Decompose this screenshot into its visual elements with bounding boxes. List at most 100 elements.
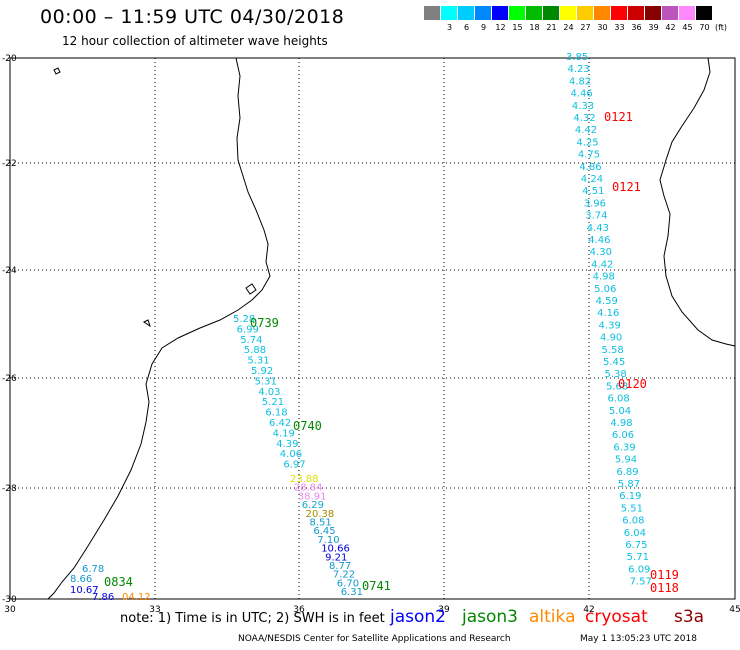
wave-height-value: 04.12 <box>122 592 151 603</box>
wave-height-value: 4.98 <box>593 272 615 283</box>
wave-height-value: 5.51 <box>621 503 643 514</box>
wave-height-value: 6.39 <box>613 442 635 453</box>
legend-cryosat: cryosat <box>585 607 648 627</box>
wave-height-value: 6.29 <box>302 500 324 511</box>
wave-height-value: 20.38 <box>306 509 335 520</box>
pass-time-label: 0739 <box>250 316 279 330</box>
wave-height-value: 6.89 <box>616 467 638 478</box>
wave-height-value: 6.04 <box>624 528 646 539</box>
scale-swatch <box>492 6 509 20</box>
scale-swatch <box>560 6 577 20</box>
wave-height-value: 4.90 <box>600 333 622 344</box>
wave-height-value: 5.71 <box>627 552 649 563</box>
map-title: 00:00 – 11:59 UTC 04/30/2018 <box>40 6 345 28</box>
coast-island <box>53 67 61 75</box>
wave-height-value: 6.97 <box>283 460 305 471</box>
footer-credit: NOAA/NESDIS Center for Satellite Applica… <box>238 634 511 644</box>
wave-height-value: 6.31 <box>341 587 363 598</box>
wave-height-value: 7.86 <box>92 592 114 603</box>
scale-swatch <box>679 6 696 20</box>
wave-height-value: 6.42 <box>269 418 291 429</box>
wave-height-value: 6.45 <box>313 526 335 537</box>
legend-jason3: jason3 <box>462 607 518 627</box>
pass-time-label: 0121 <box>612 180 641 194</box>
wave-height-value: 4.82 <box>569 76 591 87</box>
lat-tick-label: -30 <box>2 595 17 605</box>
coast-island <box>245 283 257 295</box>
scale-unit: (ft) <box>715 23 728 32</box>
wave-height-value: 4.23 <box>567 64 589 75</box>
scale-swatch <box>458 6 475 20</box>
scale-tick-label: 15 <box>512 23 523 32</box>
coast-island <box>143 319 151 328</box>
lon-tick-label: 33 <box>149 605 160 615</box>
wave-height-value: 8.77 <box>329 561 351 572</box>
wave-height-value: 4.32 <box>573 113 595 124</box>
wave-height-value: 4.42 <box>591 259 613 270</box>
scale-swatch <box>611 6 628 20</box>
lat-tick-label: -20 <box>2 54 17 64</box>
wave-height-value: 6.75 <box>625 540 647 551</box>
lon-tick-label: 36 <box>293 605 305 615</box>
wave-height-value: 4.16 <box>597 308 619 319</box>
wave-height-value: 5.45 <box>603 357 625 368</box>
west-coastline <box>47 57 271 600</box>
scale-swatch <box>662 6 679 20</box>
wave-height-value: 3.96 <box>584 198 606 209</box>
wave-height-value: 23.88 <box>290 474 319 485</box>
wave-height-value: 5.94 <box>615 455 637 466</box>
scale-swatch <box>594 6 611 20</box>
wave-height-value: 6.08 <box>607 394 629 405</box>
wave-height-value: 4.98 <box>610 418 632 429</box>
lon-tick-label: 42 <box>583 605 594 615</box>
wave-height-value: 3.85 <box>566 52 588 63</box>
wave-height-value: 6.08 <box>622 516 644 527</box>
scale-swatch <box>645 6 662 20</box>
wave-height-value: 4.86 <box>579 162 601 173</box>
lat-tick-label: -22 <box>2 159 17 169</box>
wave-height-value: 4.06 <box>280 449 302 460</box>
wave-height-value: 5.38 <box>604 369 626 380</box>
lat-tick-label: -28 <box>2 484 17 494</box>
scale-swatch <box>577 6 594 20</box>
scale-tick-label: 45 <box>682 23 693 32</box>
wave-height-value: 38.91 <box>298 491 327 502</box>
wave-height-value: 4.19 <box>273 428 295 439</box>
lat-tick-label: -24 <box>2 266 17 276</box>
wave-height-value: 8.66 <box>70 574 92 585</box>
wave-height-value: 5.68 <box>606 381 628 392</box>
wave-height-value: 4.24 <box>581 174 603 185</box>
scale-swatch <box>441 6 458 20</box>
wave-height-value: 5.58 <box>602 345 624 356</box>
legend-s3a: s3a <box>674 607 705 627</box>
scale-tick-label: 24 <box>563 23 574 32</box>
scale-tick-label: 42 <box>665 23 676 32</box>
wave-height-value: 5.74 <box>240 335 262 346</box>
pass-time-label: 0121 <box>604 110 633 124</box>
scale-swatch <box>543 6 560 20</box>
wave-height-value: 4.30 <box>590 247 612 258</box>
wave-height-value: 10.66 <box>321 544 350 555</box>
wave-height-value: 5.87 <box>618 479 640 490</box>
wave-height-value: 5.88 <box>244 345 266 356</box>
lat-tick-label: -26 <box>2 374 17 384</box>
wave-height-value: 7.10 <box>317 535 339 546</box>
scale-tick-label: 18 <box>529 23 540 32</box>
wave-height-value: 7.57 <box>630 577 652 588</box>
wave-height-value: 5.31 <box>255 376 277 387</box>
scale-tick-label: 33 <box>614 23 625 32</box>
pass-time-label: 0741 <box>362 579 391 593</box>
wave-height-value: 10.67 <box>70 585 99 596</box>
lon-tick-label: 30 <box>4 605 16 615</box>
footer-timestamp: May 1 13:05:23 UTC 2018 <box>580 634 697 644</box>
wave-height-value: 6.18 <box>265 408 287 419</box>
legend-jason2: jason2 <box>390 607 446 627</box>
wave-height-value: 4.46 <box>588 235 610 246</box>
east-coastline <box>659 57 736 347</box>
map-note: note: 1) Time is in UTC; 2) SWH is in fe… <box>120 611 385 626</box>
pass-time-label: 0740 <box>293 419 322 433</box>
map-frame <box>9 57 736 600</box>
wave-height-value: 6.19 <box>619 491 641 502</box>
legend-altika: altika <box>529 607 576 627</box>
